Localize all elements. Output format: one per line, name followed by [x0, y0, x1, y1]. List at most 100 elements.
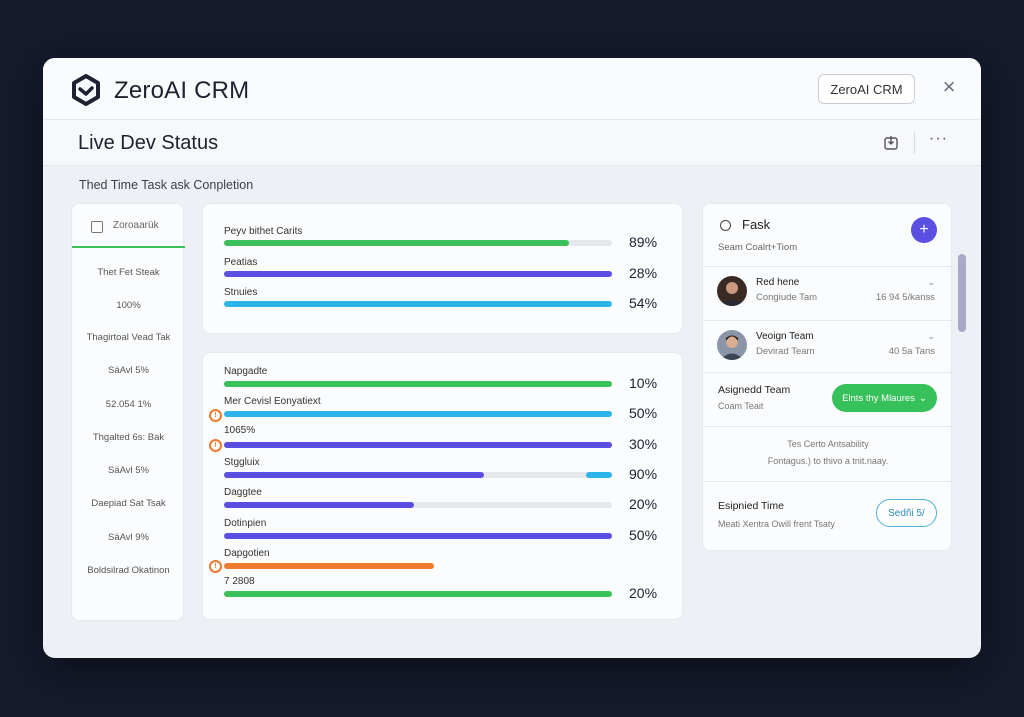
- divider: [703, 320, 953, 321]
- sidebar-item[interactable]: Daepiad Sat Tsak: [91, 498, 166, 509]
- sidebar-item[interactable]: Boldsilrad Okatinon: [87, 565, 170, 576]
- more-options-icon[interactable]: ···: [929, 130, 948, 147]
- divider: [703, 481, 953, 482]
- assign-button-label: Elnts thy Mlaures: [842, 392, 915, 404]
- task-panel: Fask Seam Coalrt+Tiom + Red hene Congiud…: [702, 203, 953, 551]
- progress-track: [224, 240, 612, 246]
- estimate-button[interactable]: Sedñi 5/: [876, 499, 937, 527]
- progress-label: Stnuies: [224, 287, 258, 298]
- task-progress-card: Napgadte 10% Mer Cevisl Eonyatiext ! 50%…: [202, 352, 683, 620]
- progress-fill: [224, 271, 612, 277]
- progress-fill: [224, 563, 434, 569]
- header-app-button[interactable]: ZeroAI CRM: [818, 74, 915, 104]
- progress-track: [224, 563, 612, 569]
- progress-track: [224, 502, 612, 508]
- sidebar-item[interactable]: 52.054 1%: [105, 399, 152, 410]
- sidebar-item[interactable]: 100%: [116, 300, 141, 311]
- progress-fill: [224, 442, 612, 448]
- chevron-down-icon[interactable]: ⌄: [927, 331, 935, 341]
- progress-fill: [224, 591, 612, 597]
- section-label: Thed Time Task ask Conpletion: [79, 178, 254, 192]
- progress-percent: 90%: [629, 466, 658, 482]
- assigned-team-value: Coam Teait: [718, 401, 764, 411]
- top-progress-card: Peyv bithet Carits 89% Peatias 28% Stnui…: [202, 203, 683, 334]
- avatar[interactable]: [717, 330, 747, 360]
- progress-percent: 89%: [629, 234, 658, 250]
- alert-icon[interactable]: !: [209, 439, 222, 452]
- progress-label: Napgadte: [224, 366, 268, 377]
- progress-track: [224, 472, 612, 478]
- member-role: Congiude Tam: [756, 292, 818, 303]
- sidebar-item[interactable]: SäAvl 9%: [107, 532, 149, 543]
- page-header: Live Dev Status ···: [43, 120, 981, 166]
- logo-icon: [72, 74, 100, 106]
- availability-subtitle: Fontagus.) to thivo a tnit.naay.: [767, 456, 889, 466]
- progress-label: Stggluix: [224, 457, 260, 468]
- divider: [703, 266, 953, 267]
- avatar-image: [717, 330, 747, 360]
- scrollbar-thumb[interactable]: [958, 254, 966, 332]
- availability-title: Tes Certo Antsability: [787, 439, 869, 449]
- sidebar-item[interactable]: Thet Fet Steak: [97, 267, 160, 278]
- assigned-team-label: Asignedd Team: [718, 384, 791, 396]
- sidebar-item[interactable]: Thagirtoal Vead Tak: [86, 332, 171, 343]
- app-title: ZeroAI CRM: [114, 77, 250, 104]
- progress-label: Daggtee: [224, 487, 262, 498]
- app-window: ZeroAI CRM ZeroAI CRM × Live Dev Status …: [43, 58, 981, 658]
- progress-label: 7 2808: [224, 576, 255, 587]
- chevron-down-icon[interactable]: ⌄: [927, 277, 935, 287]
- progress-track: [224, 533, 612, 539]
- progress-percent: 54%: [629, 295, 658, 311]
- progress-percent: 50%: [629, 405, 658, 421]
- avatar-image: [717, 276, 747, 306]
- progress-fill: [224, 502, 415, 508]
- progress-track: [224, 301, 612, 307]
- export-icon[interactable]: [883, 135, 899, 151]
- alert-icon[interactable]: !: [209, 409, 222, 422]
- progress-fill: [224, 381, 612, 387]
- alert-icon[interactable]: !: [209, 560, 222, 573]
- progress-label: Mer Cevisl Eonyatiext: [224, 396, 321, 407]
- sidebar-header-label: Zoroaarük: [113, 220, 159, 231]
- progress-fill: [224, 411, 612, 417]
- page-title: Live Dev Status: [78, 132, 219, 154]
- progress-label: Dapgotien: [224, 548, 270, 559]
- progress-track: [224, 411, 612, 417]
- progress-percent: 30%: [629, 436, 658, 452]
- progress-percent: 28%: [629, 265, 658, 281]
- assign-button[interactable]: Elnts thy Mlaures ⌄: [832, 384, 937, 412]
- progress-track: [224, 381, 612, 387]
- member-role: Devirad Team: [756, 346, 815, 357]
- sidebar: Zoroaarük Thet Fet Steak 100% Thagirtoal…: [71, 203, 185, 621]
- panel-title: Fask: [742, 217, 771, 232]
- add-button[interactable]: +: [911, 217, 937, 243]
- sidebar-item[interactable]: Thgalted 6s: Bak: [92, 432, 165, 443]
- progress-track: [224, 271, 612, 277]
- sidebar-item[interactable]: SäAvl 5%: [107, 365, 149, 376]
- progress-label: Peatias: [224, 257, 258, 268]
- sidebar-item[interactable]: SäAvl 5%: [107, 465, 149, 476]
- progress-fill: [224, 533, 612, 539]
- progress-track: [224, 591, 612, 597]
- progress-track: [224, 442, 612, 448]
- progress-fill-secondary: [586, 472, 612, 478]
- divider: [703, 372, 953, 373]
- progress-fill: [224, 240, 570, 246]
- chat-icon: [720, 220, 731, 231]
- panel-subtitle: Seam Coalrt+Tiom: [718, 242, 798, 253]
- member-stat: 40 5a Tans: [888, 346, 935, 357]
- progress-percent: 10%: [629, 375, 658, 391]
- progress-percent: 20%: [629, 496, 658, 512]
- close-icon[interactable]: ×: [942, 74, 956, 99]
- progress-percent: 50%: [629, 527, 658, 543]
- header-divider: [914, 132, 915, 154]
- member-name: Red hene: [756, 277, 800, 288]
- progress-label: 1065%: [224, 425, 256, 436]
- member-name: Veoign Team: [756, 331, 814, 342]
- avatar[interactable]: [717, 276, 747, 306]
- sidebar-header[interactable]: Zoroaarük: [72, 204, 185, 248]
- progress-label: Peyv bithet Carits: [224, 226, 303, 237]
- estimated-time-label: Esipnied Time: [718, 500, 784, 512]
- progress-label: Dotinpien: [224, 518, 267, 529]
- title-bar: ZeroAI CRM ZeroAI CRM ×: [43, 58, 981, 120]
